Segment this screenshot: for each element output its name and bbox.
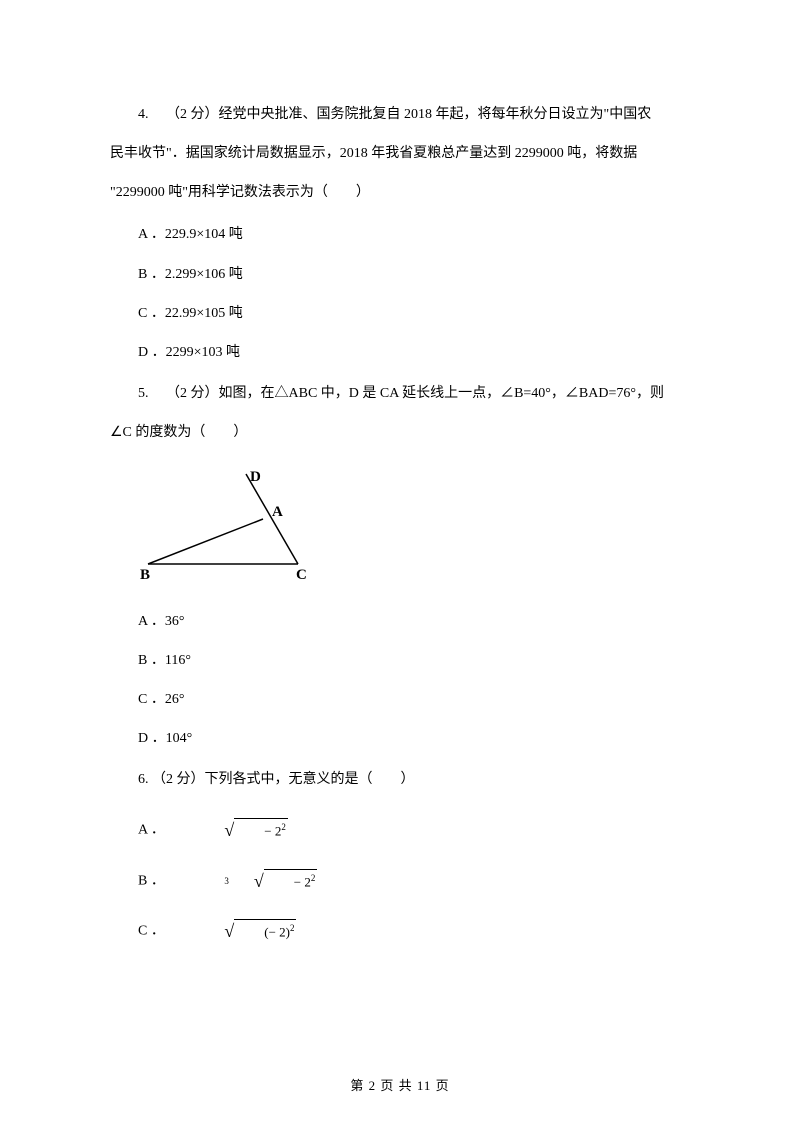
sqrt-icon: √ bbox=[196, 814, 234, 846]
q6-b-exp: 2 bbox=[311, 873, 316, 883]
label-a: A bbox=[272, 504, 283, 520]
sqrt-icon: √ bbox=[226, 865, 264, 897]
q6-a-exp: 2 bbox=[281, 822, 286, 832]
q4-line2: 民丰收节"．据国家统计局数据显示，2018 年我省夏粮总产量达到 2299000… bbox=[110, 139, 690, 170]
formula-a: √ − 22 bbox=[168, 814, 287, 846]
q6-optB: B ． 3 √ − 22 bbox=[110, 865, 690, 897]
q6-text: 下列各式中，无意义的是（ ） bbox=[205, 772, 415, 787]
q4-optD: D ．2299×103 吨 bbox=[110, 340, 690, 365]
q5-points: （2 分） bbox=[166, 386, 219, 401]
q6-points: （2 分） bbox=[152, 772, 205, 787]
label-c: C bbox=[296, 567, 307, 583]
q6-b-inner: − 2 bbox=[294, 874, 311, 889]
q4-optB: B ．2.299×106 吨 bbox=[110, 262, 690, 287]
q4-optC: C ．22.99×105 吨 bbox=[110, 301, 690, 326]
q6-optB-label: B ． bbox=[138, 873, 165, 888]
q5-number: 5. bbox=[138, 386, 149, 401]
label-d: D bbox=[250, 469, 261, 485]
q5-optC: C ．26° bbox=[110, 687, 690, 712]
line-ba bbox=[148, 519, 263, 564]
q6-optA: A ． √ − 22 bbox=[110, 814, 690, 846]
page-footer: 第 2 页 共 11 页 bbox=[0, 1075, 800, 1094]
q5-optD: D ．104° bbox=[110, 726, 690, 751]
q6-optC: C ． √ (− 2)2 bbox=[110, 915, 690, 947]
q5-line1: 5. （2 分）如图，在△ABC 中，D 是 CA 延长线上一点，∠B=40°，… bbox=[110, 379, 690, 410]
q6-c-exp: 2 bbox=[290, 923, 295, 933]
q6-b-index: 3 bbox=[196, 873, 229, 889]
formula-b: 3 √ − 22 bbox=[168, 865, 317, 897]
q6-optC-label: C ． bbox=[138, 923, 165, 938]
triangle-diagram: B C A D bbox=[138, 469, 318, 584]
q5-text1: 如图，在△ABC 中，D 是 CA 延长线上一点，∠B=40°，∠BAD=76°… bbox=[219, 386, 664, 401]
q6-line1: 6. （2 分）下列各式中，无意义的是（ ） bbox=[110, 765, 690, 796]
q4-number: 4. bbox=[138, 107, 149, 122]
q6-number: 6. bbox=[138, 772, 149, 787]
q5-optA: A ．36° bbox=[110, 609, 690, 634]
q4-points: （2 分） bbox=[166, 107, 219, 122]
label-b: B bbox=[140, 567, 150, 583]
formula-c: √ (− 2)2 bbox=[168, 915, 296, 947]
q6-c-inner: (− 2) bbox=[264, 924, 290, 939]
q4-line1: 4. （2 分）经党中央批准、国务院批复自 2018 年起，将每年秋分日设立为"… bbox=[110, 100, 690, 131]
q4-text1: 经党中央批准、国务院批复自 2018 年起，将每年秋分日设立为"中国农 bbox=[219, 107, 652, 122]
q4-optA: A ．229.9×104 吨 bbox=[110, 222, 690, 247]
q6-optA-label: A ． bbox=[138, 823, 165, 838]
q4-line3: "2299000 吨"用科学记数法表示为（ ） bbox=[110, 178, 690, 209]
q5-line2: ∠C 的度数为（ ） bbox=[110, 418, 690, 449]
q5-optB: B ．116° bbox=[110, 648, 690, 673]
sqrt-icon: √ bbox=[196, 915, 234, 947]
q5-diagram: B C A D bbox=[138, 469, 690, 589]
q6-a-inner: − 2 bbox=[264, 823, 281, 838]
